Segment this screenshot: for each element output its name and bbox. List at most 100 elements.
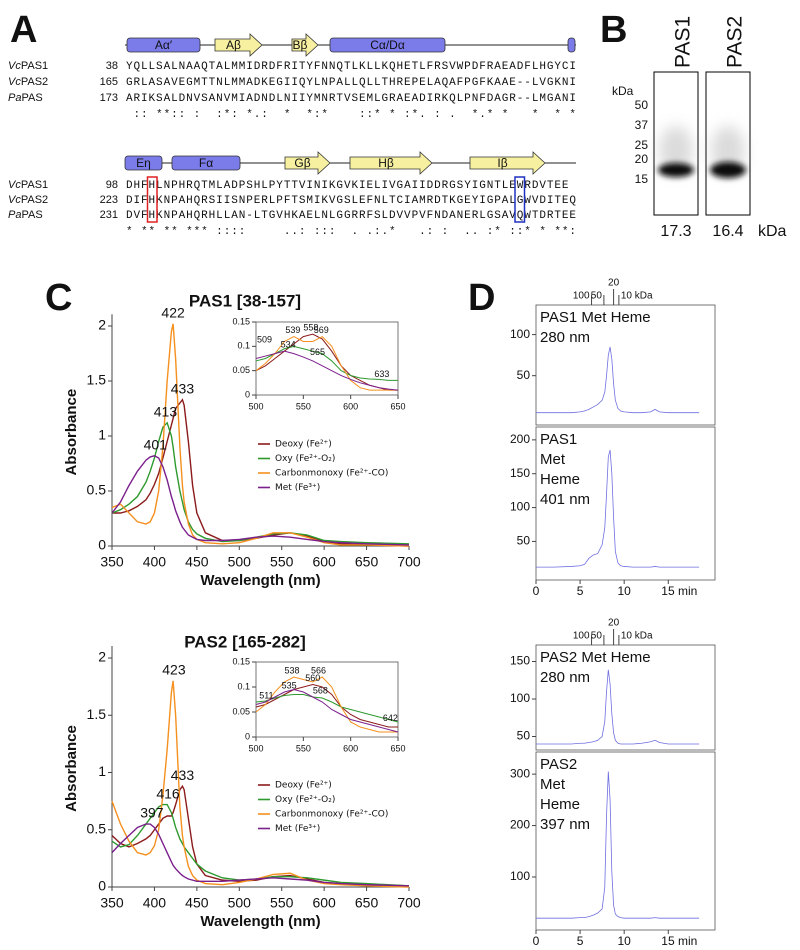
gel-smear: [711, 126, 745, 174]
x-tick-label: 450: [185, 554, 209, 570]
legend-label: Deoxy (Fe²⁺): [275, 781, 332, 791]
structure-label: Cα/Dα: [370, 38, 405, 52]
x-tick-label: 600: [343, 401, 358, 411]
panel-letter: D: [468, 277, 495, 319]
chart-title: PAS2: [540, 756, 577, 773]
chart-title: Met: [540, 451, 566, 468]
series-line: [255, 688, 399, 733]
y-tick-label: 100: [510, 327, 530, 341]
size-marker-label: 50: [591, 631, 603, 642]
x-tick-label: 550: [270, 554, 294, 570]
x-tick-label: 500: [248, 743, 263, 753]
size-marker-label: 10 kDa: [621, 291, 653, 302]
strand: [214, 33, 263, 57]
series-line: [536, 346, 700, 414]
chart-title: 401 nm: [540, 491, 590, 508]
chart-title: Heme: [540, 471, 580, 488]
legend-label: Carbonmonoxy (Fe²⁺-CO): [275, 810, 388, 820]
protein: PAS2: [21, 76, 48, 88]
y-tick-label: 1.5: [87, 372, 107, 388]
sequence: DHFHLNPHRQTMLADPSHLPYTTVINIKGVKIELIVGAII…: [126, 180, 569, 192]
ladder-label: 37: [635, 118, 649, 132]
series-line: [255, 335, 398, 391]
strand: [469, 151, 546, 175]
sequence-name: PaPAS: [8, 209, 43, 221]
peak-label: 539: [285, 325, 300, 335]
peak-label: 560: [305, 673, 320, 683]
peak-label: 397: [140, 805, 164, 821]
structure-label: Aα′: [155, 38, 173, 52]
y-axis-label: Absorbance: [63, 389, 80, 476]
x-tick-label: 650: [390, 401, 405, 411]
peak-label: 534: [281, 340, 296, 350]
protein: PAS: [21, 209, 42, 221]
sequence: ARIKSALDNVSANVMIADNDLNIIYMNRTVSEMLGRAEAD…: [126, 93, 576, 105]
sequence-name: PaPAS: [8, 92, 43, 104]
peak-label: 569: [314, 325, 329, 335]
chart-title: 397 nm: [540, 816, 590, 833]
series-line: [536, 669, 700, 745]
legend-label: Met (Fe³⁺): [275, 824, 320, 834]
x-axis-label: Wavelength (nm): [200, 572, 320, 589]
x-tick-label: 500: [228, 554, 252, 570]
chart-title: PAS2 [165-282]: [184, 632, 306, 651]
y-tick-label: 200: [510, 432, 530, 446]
size-marker-label: 20: [608, 278, 620, 289]
x-tick-label: 550: [296, 401, 311, 411]
peak-label: 413: [154, 404, 178, 420]
protein: PAS1: [21, 179, 48, 191]
peak-label: 565: [310, 347, 325, 357]
structure-label: Eη: [136, 156, 151, 170]
species: Vc: [8, 76, 21, 88]
helix: [124, 155, 163, 171]
x-tick-label: 400: [143, 554, 167, 570]
x-tick-label: 10: [617, 934, 631, 948]
peak-label: 633: [374, 369, 389, 379]
start-position: 38: [106, 60, 118, 72]
helix: [329, 37, 446, 53]
y-tick-label: 100: [510, 500, 530, 514]
x-tick-label: 15 min: [661, 934, 697, 948]
size-marker-label: 50: [591, 291, 603, 302]
x-tick-label: 600: [343, 743, 358, 753]
x-tick-label: 600: [312, 554, 336, 570]
y-tick-label: 50: [517, 368, 531, 382]
y-tick-label: 1: [98, 763, 106, 779]
series-line: [111, 680, 410, 888]
y-tick-label: 0.1: [237, 341, 250, 351]
strand: [284, 151, 331, 175]
y-tick-label: 0.15: [232, 656, 250, 666]
x-tick-label: 400: [143, 895, 167, 911]
peak-label: 433: [171, 767, 195, 783]
legend-label: Met (Fe³⁺): [275, 483, 320, 493]
y-tick-label: 300: [510, 766, 530, 780]
lane-label: PAS2: [724, 16, 747, 68]
structure-label: Bβ: [293, 38, 308, 52]
panel-letter: B: [600, 9, 627, 51]
y-tick-label: 1: [98, 427, 106, 443]
y-tick-label: 0: [245, 731, 250, 741]
plot-frame: [535, 751, 716, 931]
sequence-name: VcPAS2: [8, 194, 48, 206]
chart-title: PAS1 [38-157]: [189, 291, 301, 310]
legend-label: Oxy (Fe²⁺-O₂): [275, 795, 335, 805]
conservation: :: **:: : :*: *.: * *:* ::* * :*. : . *.…: [126, 109, 576, 121]
peak-label: 401: [144, 437, 168, 453]
series-line: [111, 823, 410, 887]
mass-label: 16.4: [712, 223, 743, 240]
x-tick-label: 350: [100, 895, 124, 911]
start-position: 98: [106, 179, 118, 191]
series-line: [536, 449, 700, 568]
x-axis-label: Wavelength (nm): [200, 913, 320, 930]
helix: [126, 37, 201, 53]
sequence: DIFHKNPAHQRSIISNPERLPFTSMIKVGSLEFNLTCIAM…: [126, 195, 576, 207]
x-tick-label: 5: [577, 584, 584, 598]
x-tick-label: 700: [397, 554, 421, 570]
chart-title: PAS2 Met Heme: [540, 649, 651, 666]
y-tick-label: 0: [98, 537, 106, 553]
helix: [567, 37, 576, 53]
peak-label: 509: [257, 335, 272, 345]
y-tick-label: 1.5: [87, 706, 107, 722]
protein: PAS: [21, 92, 42, 104]
